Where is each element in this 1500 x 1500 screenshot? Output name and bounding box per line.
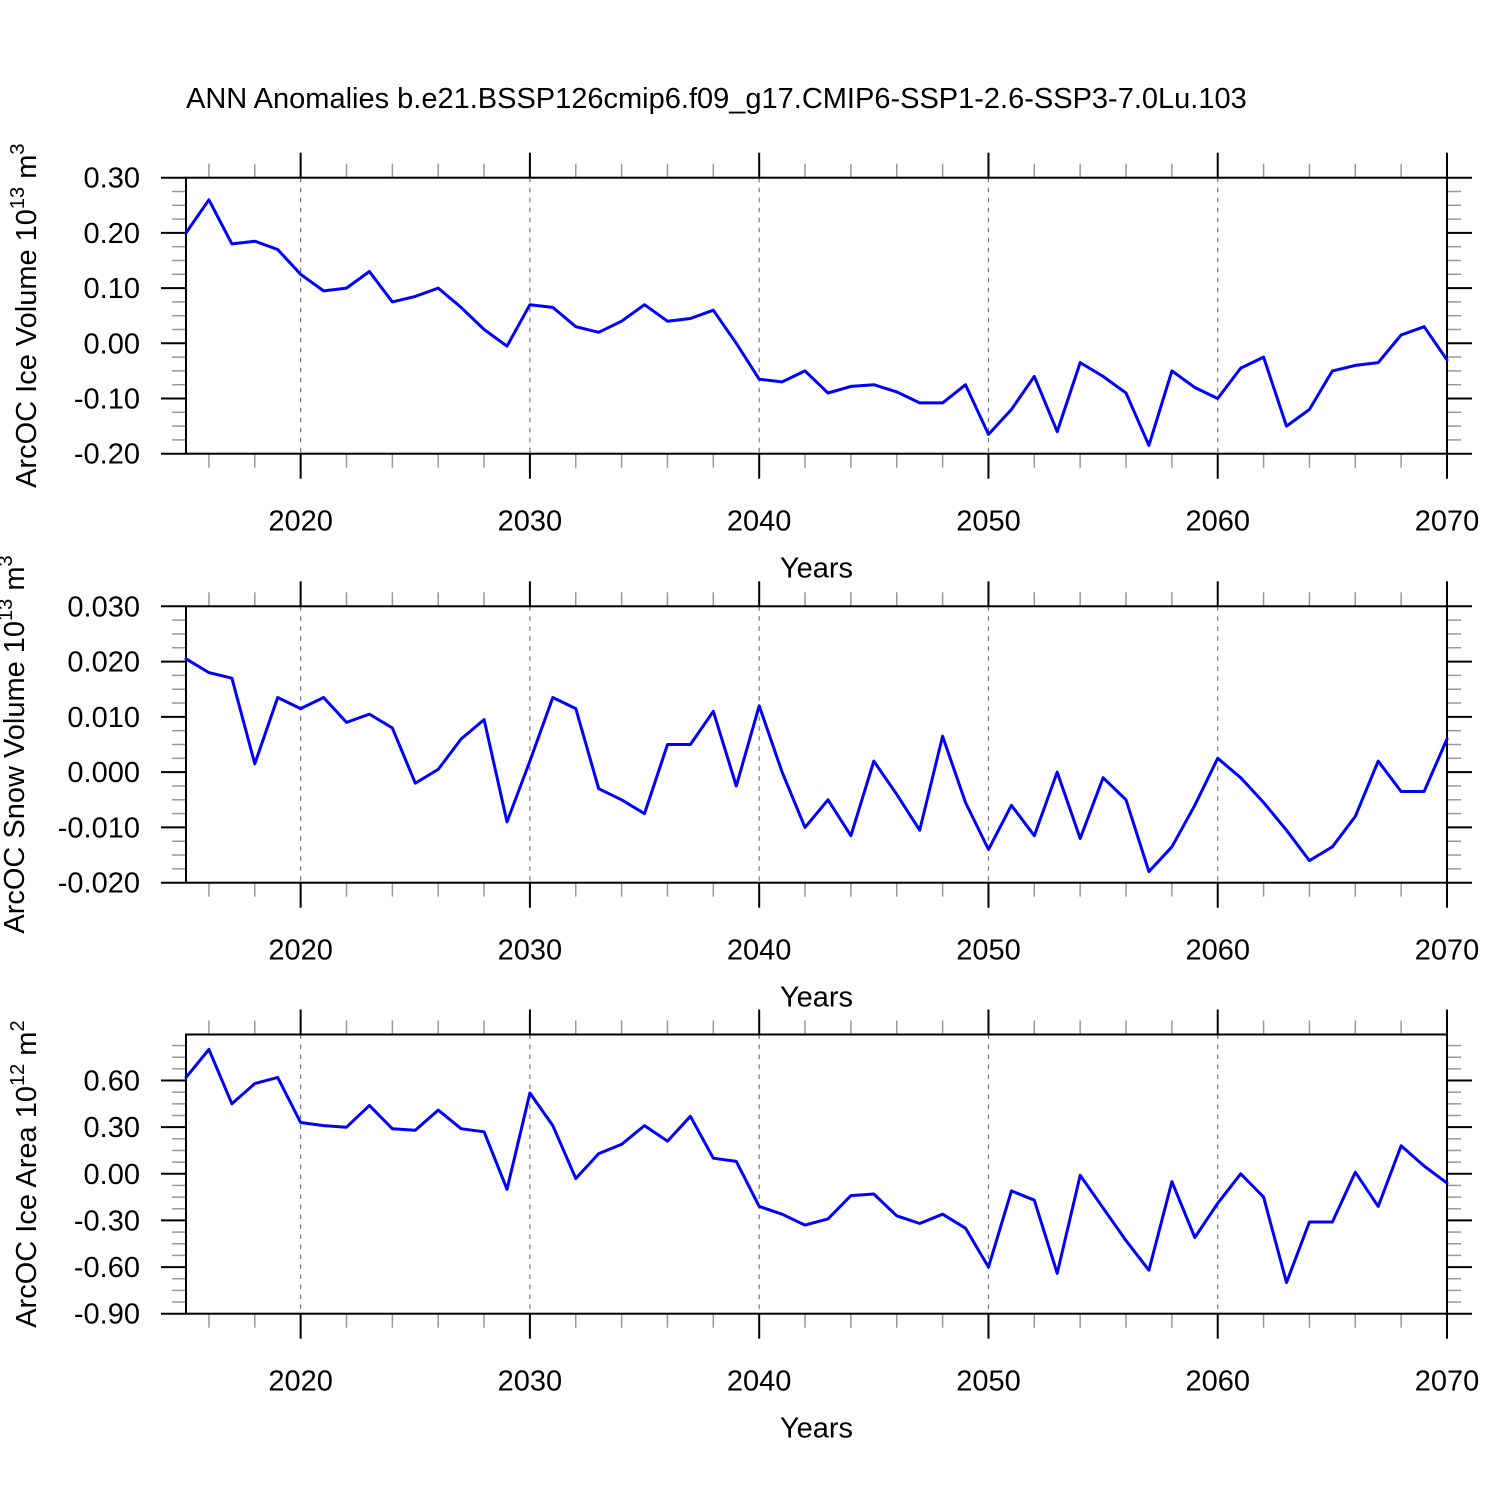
y-tick-label: -0.90 — [74, 1299, 140, 1331]
x-axis-title: Years — [780, 1413, 853, 1445]
y-tick-label: 0.30 — [84, 163, 140, 195]
x-tick-label: 2060 — [1185, 1366, 1250, 1398]
chart-panel-ice-volume: 2020 2030 2040 2050 2060 2070 0.30 0.20 0.10 0.00… — [7, 143, 1479, 584]
y-axis-title-ice-volume: ArcOC Ice Volume 1013 m3 — [7, 143, 43, 487]
figure-title: ANN Anomalies b.e21.BSSP126cmip6.f09_g17… — [186, 83, 1247, 115]
y-tick-label: -0.10 — [74, 384, 140, 416]
x-tick-label: 2060 — [1185, 935, 1250, 967]
x-tick-label: 2060 — [1185, 506, 1250, 538]
plot-border — [185, 605, 1448, 884]
y-tick-label: 0.30 — [84, 1112, 140, 1144]
y-axis-title-ice-area: ArcOC Ice Area 1012 m2 — [7, 1020, 43, 1327]
y-tick-label: -0.30 — [74, 1205, 140, 1237]
x-tick-label: 2070 — [1415, 506, 1480, 538]
x-tick-label: 2050 — [956, 1366, 1021, 1398]
y-tick-label: -0.20 — [74, 439, 140, 471]
plot-border — [185, 176, 1448, 455]
x-tick-label: 2050 — [956, 935, 1021, 967]
x-tick-label: 2020 — [268, 935, 333, 967]
x-tick-label: 2040 — [727, 506, 792, 538]
x-tick-label: 2020 — [268, 1366, 333, 1398]
x-tick-label: 2040 — [727, 935, 792, 967]
data-line-snow-volume — [184, 657, 1449, 874]
y-tick-label: 0.00 — [84, 1159, 140, 1191]
y-tick-label: -0.020 — [58, 868, 140, 900]
y-tick-label: 0.10 — [84, 273, 140, 305]
x-axis-title: Years — [780, 982, 853, 1014]
y-tick-label: 0.010 — [67, 702, 140, 734]
x-tick-label: 2070 — [1415, 1366, 1480, 1398]
x-tick-label: 2030 — [498, 935, 563, 967]
x-tick-label: 2030 — [498, 1366, 563, 1398]
y-tick-label: 0.020 — [67, 647, 140, 679]
data-line-ice-volume — [184, 198, 1449, 447]
data-line-ice-area — [184, 1047, 1449, 1285]
x-axis-title: Years — [780, 553, 853, 585]
x-tick-label: 2030 — [498, 506, 563, 538]
y-tick-label: 0.60 — [84, 1066, 140, 1098]
y-tick-label: 0.20 — [84, 218, 140, 250]
x-tick-label: 2040 — [727, 1366, 792, 1398]
plot-border — [185, 1033, 1448, 1315]
y-tick-label: 0.000 — [67, 757, 140, 789]
y-tick-label: -0.60 — [74, 1252, 140, 1284]
x-tick-label: 2050 — [956, 506, 1021, 538]
y-tick-label: 0.00 — [84, 328, 140, 360]
x-tick-label: 2020 — [268, 506, 333, 538]
y-tick-label: -0.010 — [58, 812, 140, 844]
y-tick-label: 0.030 — [67, 591, 140, 623]
x-tick-label: 2070 — [1415, 935, 1480, 967]
y-axis-title-snow-volume: ArcOC Snow Volume 1013 m3 — [0, 555, 31, 933]
chart-panel-snow-volume: 2020 2030 2040 2050 2060 2070 0.030 0.020 0.010 0… — [0, 555, 1479, 1013]
chart-panel-ice-area: 2020 2030 2040 2050 2060 2070 0.60 0.30 0.00 -0.3… — [7, 1009, 1480, 1445]
